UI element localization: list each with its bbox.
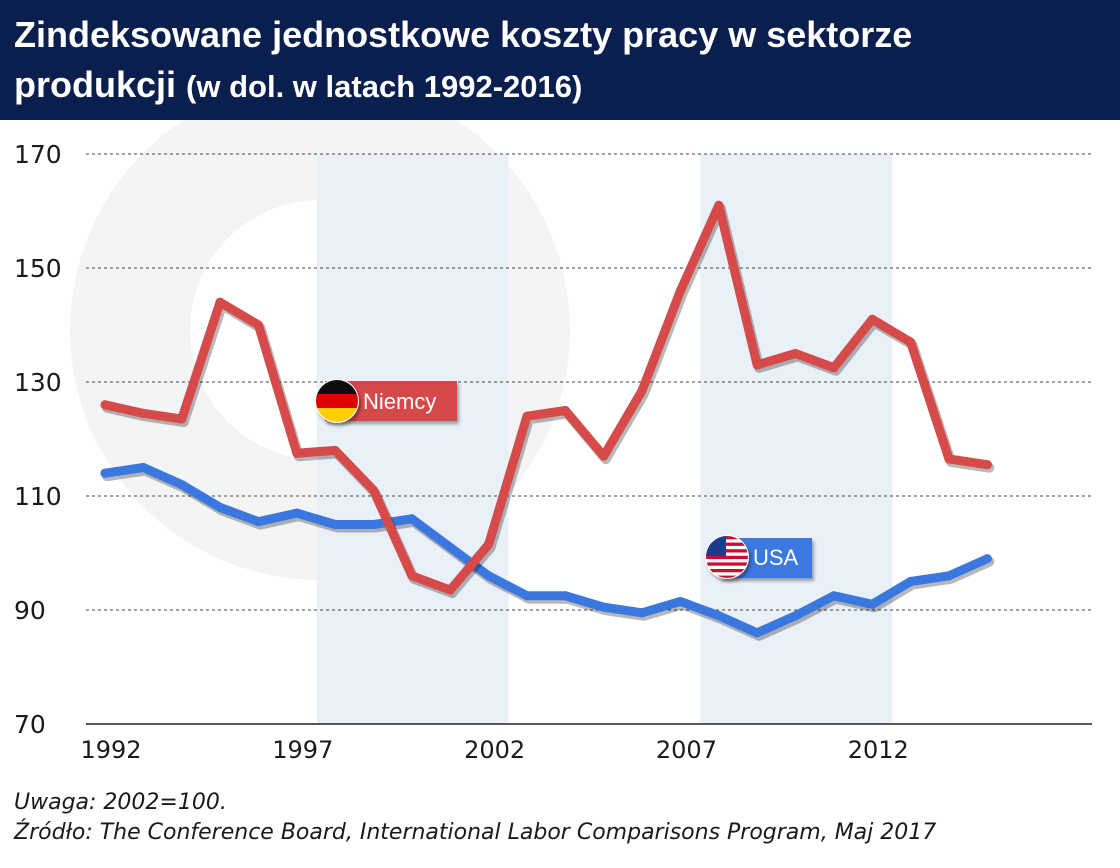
data-point-niemcy-2003 <box>522 411 532 421</box>
label-niemcy: Niemcy <box>315 379 457 423</box>
shaded-period-0 <box>316 154 509 724</box>
y-tick-90: 90 <box>14 596 46 625</box>
chart-subtitle: (w dol. w latach 1992-2016) <box>186 69 583 104</box>
data-point-niemcy-1995 <box>215 297 225 307</box>
data-point-niemcy-2009 <box>752 360 762 370</box>
data-point-usa-1996 <box>253 517 263 527</box>
data-point-niemcy-2011 <box>829 363 839 373</box>
data-point-niemcy-2014 <box>944 454 954 464</box>
niemcy-label: Niemcy <box>363 389 436 414</box>
data-point-usa-1999 <box>369 520 379 529</box>
y-tick-70: 70 <box>14 710 46 739</box>
x-tick-1997: 1997 <box>272 736 333 764</box>
data-point-niemcy-2008 <box>714 200 724 210</box>
data-point-niemcy-2007 <box>675 286 685 296</box>
data-point-usa-2008 <box>714 611 724 621</box>
data-point-usa-1992 <box>100 468 110 478</box>
series-line-1 <box>100 463 992 638</box>
y-axis-ticks: 70 90 110 130 150 170 <box>14 140 62 739</box>
data-point-usa-1995 <box>215 502 225 512</box>
y-tick-150: 150 <box>14 254 62 283</box>
data-point-usa-2000 <box>407 514 417 524</box>
chart-note: Uwaga: 2002=100. <box>14 790 227 815</box>
data-point-usa-1993 <box>138 463 148 472</box>
shaded-periods <box>316 154 893 724</box>
chart-title-text: Zindeksowane jednostkowe koszty pracy w … <box>14 14 913 105</box>
data-point-niemcy-1997 <box>292 448 302 458</box>
data-point-usa-2003 <box>522 591 532 601</box>
y-tick-170: 170 <box>14 140 62 169</box>
data-point-niemcy-2012 <box>867 314 877 324</box>
data-point-niemcy-1998 <box>330 445 340 455</box>
series-niemcy <box>100 200 995 599</box>
data-point-niemcy-2013 <box>906 337 916 347</box>
data-point-niemcy-1994 <box>177 414 187 424</box>
data-point-usa-2009 <box>752 628 762 638</box>
data-point-usa-2011 <box>829 591 839 601</box>
y-tick-110: 110 <box>14 482 62 511</box>
data-point-usa-2010 <box>791 611 801 621</box>
data-point-usa-2002 <box>484 571 494 581</box>
chart-source: Źródło: The Conference Board, Internatio… <box>14 820 937 845</box>
label-usa: USA <box>705 535 812 579</box>
line-chart: 70 90 110 130 150 170 1992 1997 2002 2007 2012 Ni… <box>14 120 1092 764</box>
y-tick-130: 130 <box>14 368 62 397</box>
data-point-usa-2005 <box>599 602 609 612</box>
series-line-0 <box>100 200 992 595</box>
x-tick-2002: 2002 <box>464 736 525 764</box>
data-point-niemcy-1993 <box>138 408 148 418</box>
x-tick-2012: 2012 <box>848 736 909 764</box>
data-point-usa-2014 <box>944 571 954 581</box>
data-point-usa-2001 <box>445 542 455 552</box>
data-point-usa-2013 <box>906 577 916 586</box>
series-usa <box>100 463 995 641</box>
series-lines <box>100 200 995 641</box>
data-point-niemcy-2004 <box>560 406 570 415</box>
usa-flag-icon <box>705 535 749 579</box>
data-point-niemcy-1996 <box>253 320 263 330</box>
data-point-niemcy-1992 <box>100 400 110 410</box>
data-point-usa-2012 <box>867 599 877 609</box>
data-point-usa-1994 <box>177 480 187 490</box>
data-point-niemcy-2000 <box>407 571 417 581</box>
data-point-usa-1998 <box>330 520 340 529</box>
x-tick-2007: 2007 <box>656 736 717 764</box>
data-point-niemcy-2001 <box>445 585 455 595</box>
data-point-usa-2015 <box>982 554 992 564</box>
data-point-usa-2006 <box>637 608 647 618</box>
data-point-niemcy-1999 <box>369 485 379 495</box>
data-point-niemcy-2010 <box>791 349 801 358</box>
data-point-niemcy-2006 <box>637 386 647 396</box>
data-point-usa-1997 <box>292 508 302 518</box>
gridlines <box>86 153 1092 725</box>
data-point-usa-2007 <box>675 596 685 606</box>
chart-title: Zindeksowane jednostkowe koszty pracy w … <box>14 10 1014 112</box>
x-axis-ticks: 1992 1997 2002 2007 2012 <box>80 736 908 764</box>
x-tick-1992: 1992 <box>80 736 141 764</box>
usa-label: USA <box>753 545 799 570</box>
data-point-niemcy-2005 <box>599 451 609 461</box>
data-point-usa-2004 <box>560 591 570 601</box>
germany-flag-icon <box>315 379 359 423</box>
data-point-niemcy-2015 <box>982 460 992 470</box>
data-point-niemcy-2002 <box>484 539 494 549</box>
chart-header: Zindeksowane jednostkowe koszty pracy w … <box>0 0 1120 120</box>
